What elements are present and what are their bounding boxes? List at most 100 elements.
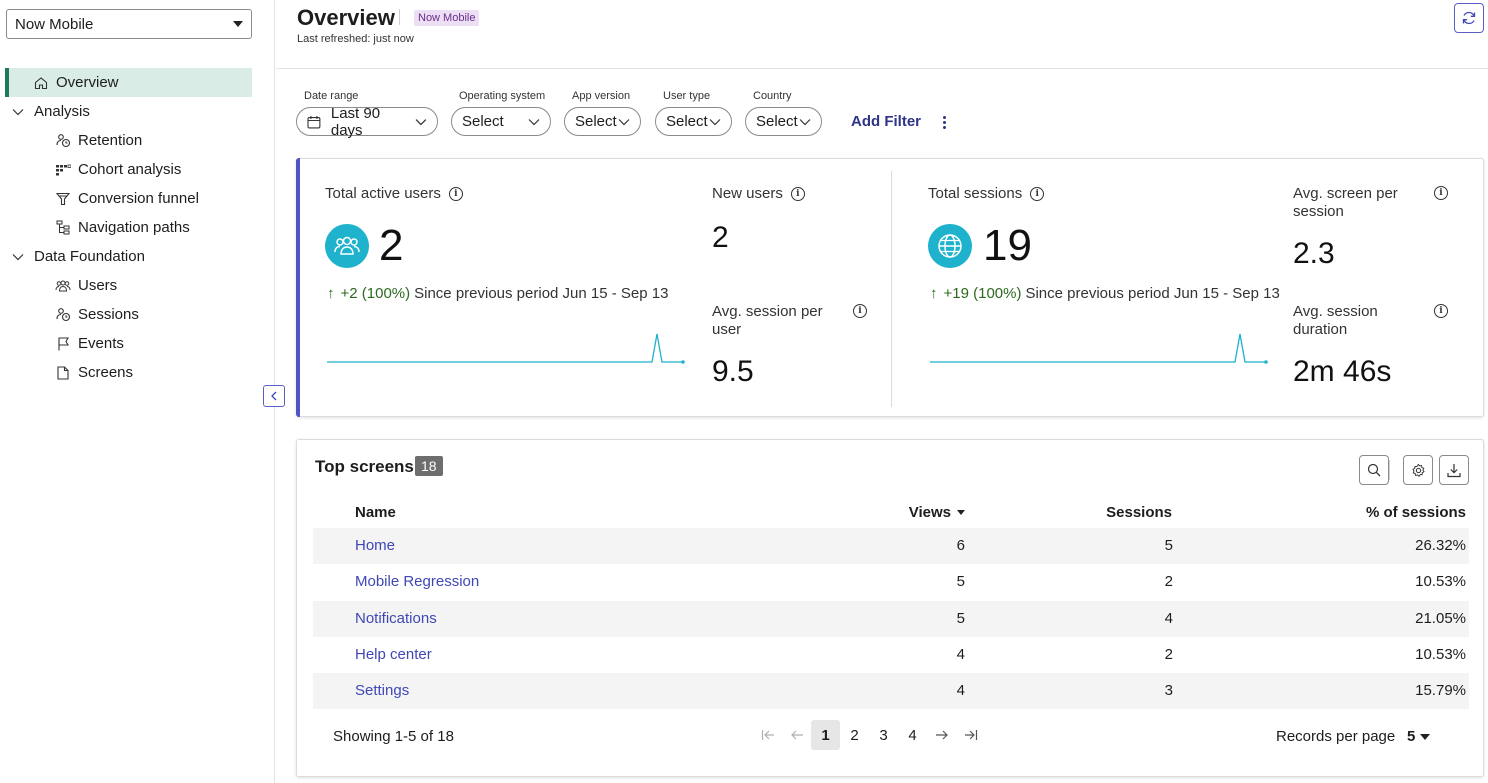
showing-count: Showing 1-5 of 18 <box>333 728 454 745</box>
column-header-sessions[interactable]: Sessions <box>1106 504 1172 521</box>
total-active-users-value: 2 <box>379 221 404 270</box>
screen-name-link[interactable]: Settings <box>355 682 410 699</box>
app-version-select[interactable]: Select <box>564 107 641 136</box>
caret-down-icon <box>1420 733 1431 740</box>
sidebar-item-retention[interactable]: Retention <box>0 126 275 155</box>
views-cell: 5 <box>956 573 965 590</box>
chevron-down-icon <box>709 118 721 125</box>
sidebar-item-screens[interactable]: Screens <box>0 358 275 387</box>
table-row: Notifications 5 4 21.05% <box>313 601 1469 637</box>
info-icon[interactable]: i <box>790 186 805 201</box>
records-per-page-select[interactable]: 5 <box>1407 728 1431 745</box>
filter-operating-system: Operating system Select <box>451 90 551 136</box>
screen-name-link[interactable]: Notifications <box>355 610 437 627</box>
column-header-views[interactable]: Views <box>909 504 965 521</box>
flag-icon <box>55 336 71 352</box>
sidebar-item-navigation-paths[interactable]: Navigation paths <box>0 213 275 242</box>
chevron-down-icon <box>10 104 26 120</box>
page-title: Overview <box>297 5 395 30</box>
info-icon[interactable]: i <box>1434 186 1448 200</box>
screen-name-link[interactable]: Mobile Regression <box>355 573 480 590</box>
metric-label: Avg. session duration <box>1293 303 1378 338</box>
add-filter-button[interactable]: Add Filter <box>851 113 921 130</box>
avg-session-duration-value: 2m 46s <box>1293 355 1392 388</box>
sessions-cell: 5 <box>1164 537 1173 554</box>
country-select[interactable]: Select <box>745 107 822 136</box>
download-button[interactable] <box>1439 455 1469 485</box>
sidebar-item-sessions[interactable]: Sessions <box>0 300 275 329</box>
collapse-sidebar-button[interactable] <box>263 385 285 407</box>
app-selector[interactable]: Now Mobile <box>6 9 252 39</box>
date-range-select[interactable]: Last 90 days <box>296 105 438 139</box>
sidebar-item-users[interactable]: Users <box>0 271 275 300</box>
pct-cell: 26.32% <box>1415 537 1466 554</box>
retention-icon <box>55 133 71 149</box>
user-type-value: Select <box>666 113 708 130</box>
new-users-value: 2 <box>712 221 729 254</box>
operating-system-select[interactable]: Select <box>451 107 551 136</box>
last-page-button[interactable] <box>956 720 985 750</box>
sidebar-item-conversion-funnel[interactable]: Conversion funnel <box>0 184 275 213</box>
settings-button[interactable] <box>1403 455 1433 485</box>
page-button-4[interactable]: 4 <box>908 726 917 744</box>
sidebar-item-overview[interactable]: Overview <box>5 68 252 97</box>
page-button-1[interactable]: 1 <box>811 720 840 750</box>
column-label: Views <box>908 504 951 521</box>
sessions-icon <box>55 307 71 323</box>
table-row: Mobile Regression 5 2 10.53% <box>313 564 1469 600</box>
new-users-label: New users i <box>712 185 805 202</box>
user-type-select[interactable]: Select <box>655 107 732 136</box>
info-icon[interactable]: i <box>853 304 867 318</box>
info-icon[interactable]: i <box>1434 304 1448 318</box>
page-button-2[interactable]: 2 <box>850 726 859 744</box>
sessions-cell: 4 <box>1164 610 1173 627</box>
sidebar-item-label: Cohort analysis <box>78 161 182 178</box>
toolbar-separator <box>1389 460 1390 480</box>
filter-app-version: App version Select <box>564 90 641 136</box>
pct-cell: 10.53% <box>1415 573 1466 590</box>
screen-name-link[interactable]: Home <box>355 537 396 554</box>
filter-date-range: Date range Last 90 days <box>296 90 438 139</box>
metric-label: Total sessions <box>928 185 1023 202</box>
first-page-button[interactable] <box>753 720 782 750</box>
screen-name-link[interactable]: Help center <box>355 646 432 663</box>
app-badge: Now Mobile <box>414 10 480 26</box>
filter-country: Country Select <box>745 90 822 136</box>
avg-session-per-user-label: Avg. session per user i <box>712 303 872 339</box>
operating-system-value: Select <box>462 113 504 130</box>
sessions-cell: 2 <box>1164 646 1173 663</box>
sidebar-group-data-foundation[interactable]: Data Foundation <box>0 242 275 271</box>
total-sessions-value: 19 <box>983 221 1032 270</box>
avg-session-per-user-value: 9.5 <box>712 355 754 388</box>
refresh-button[interactable] <box>1454 3 1484 33</box>
total-active-users-label: Total active users i <box>325 185 463 202</box>
filter-label: App version <box>572 90 631 102</box>
pct-cell: 15.79% <box>1415 682 1466 699</box>
filter-bar: Date range Last 90 days Operating system… <box>296 90 1476 140</box>
sidebar: Now Mobile Overview Analysis Retention <box>0 0 275 783</box>
column-header-name[interactable]: Name <box>355 504 396 521</box>
info-icon[interactable]: i <box>1030 186 1045 201</box>
next-page-button[interactable] <box>927 720 956 750</box>
page-button-3[interactable]: 3 <box>879 726 888 744</box>
users-icon <box>55 278 71 294</box>
sessions-sparkline <box>930 333 1268 364</box>
app-selector-value: Now Mobile <box>15 15 94 33</box>
chevron-left-icon <box>271 391 277 401</box>
filter-label: Operating system <box>459 90 546 102</box>
column-header-pct-sessions[interactable]: % of sessions <box>1365 504 1466 521</box>
delta-period: Since previous period Jun 15 - Sep 13 <box>1025 285 1280 302</box>
pct-cell: 21.05% <box>1415 610 1466 627</box>
sidebar-group-analysis[interactable]: Analysis <box>0 97 275 126</box>
sidebar-item-cohort-analysis[interactable]: Cohort analysis <box>0 155 275 184</box>
globe-icon <box>928 224 972 268</box>
info-icon[interactable]: i <box>448 186 463 201</box>
filter-label: Country <box>753 90 792 102</box>
table-row: Home 6 5 26.32% <box>313 528 1469 564</box>
search-button[interactable] <box>1359 455 1389 485</box>
more-options-icon[interactable] <box>936 112 952 132</box>
sidebar-item-events[interactable]: Events <box>0 329 275 358</box>
chevron-down-icon <box>10 249 26 265</box>
prev-page-button[interactable] <box>782 720 811 750</box>
table-header: Name Views Sessions % of sessions <box>313 498 1469 528</box>
